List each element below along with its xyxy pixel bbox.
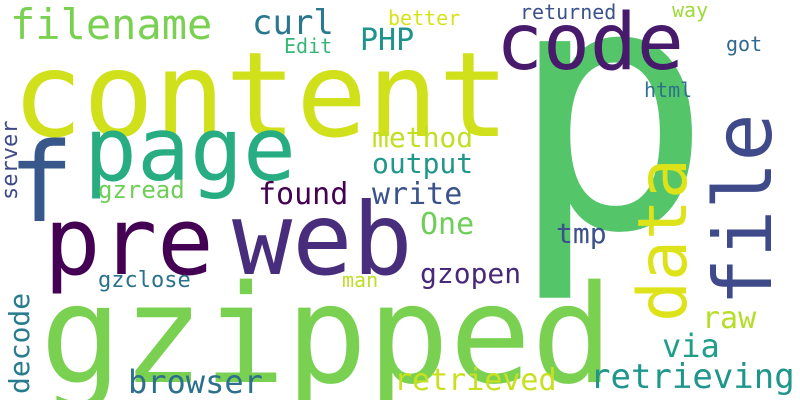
word-man: man [342, 268, 379, 292]
word-data: data [624, 158, 703, 322]
word-write: write [372, 177, 463, 212]
word-found: found [258, 177, 349, 212]
word-php: PHP [360, 23, 415, 58]
word-gzread: gzread [98, 176, 185, 204]
word-server: server [0, 120, 23, 200]
word-gzopen: gzopen [420, 257, 522, 290]
word-curl: curl [252, 3, 334, 43]
word-filename: filename [10, 0, 213, 49]
word-p: p [508, 0, 713, 308]
word-f: f [8, 119, 75, 247]
word-tmp: tmp [556, 217, 607, 250]
word-retrieved: retrieved [394, 363, 557, 398]
word-raw: raw [702, 301, 757, 336]
word-gzipped: gzipped [40, 257, 614, 400]
word-browser: browser [128, 363, 263, 400]
word-one: One [420, 207, 475, 242]
word-better: better [388, 6, 461, 30]
word-html: html [644, 78, 693, 102]
word-returned: returned [520, 0, 617, 24]
word-gzclose: gzclose [98, 268, 191, 293]
word-method: method [372, 121, 474, 154]
word-pre: pre [44, 188, 214, 297]
word-got: got [726, 32, 763, 56]
word-decode: decode [3, 292, 36, 394]
word-page: page [84, 98, 296, 201]
word-code: code [496, 0, 684, 88]
word-content: content [12, 26, 510, 164]
word-web: web [232, 181, 413, 298]
word-output: output [372, 147, 474, 180]
word-way: way [672, 0, 709, 22]
word-edit: Edit [284, 34, 333, 58]
word-via: via [662, 327, 720, 365]
word-retrieving: retrieving [590, 357, 795, 397]
word-file: file [697, 113, 790, 306]
